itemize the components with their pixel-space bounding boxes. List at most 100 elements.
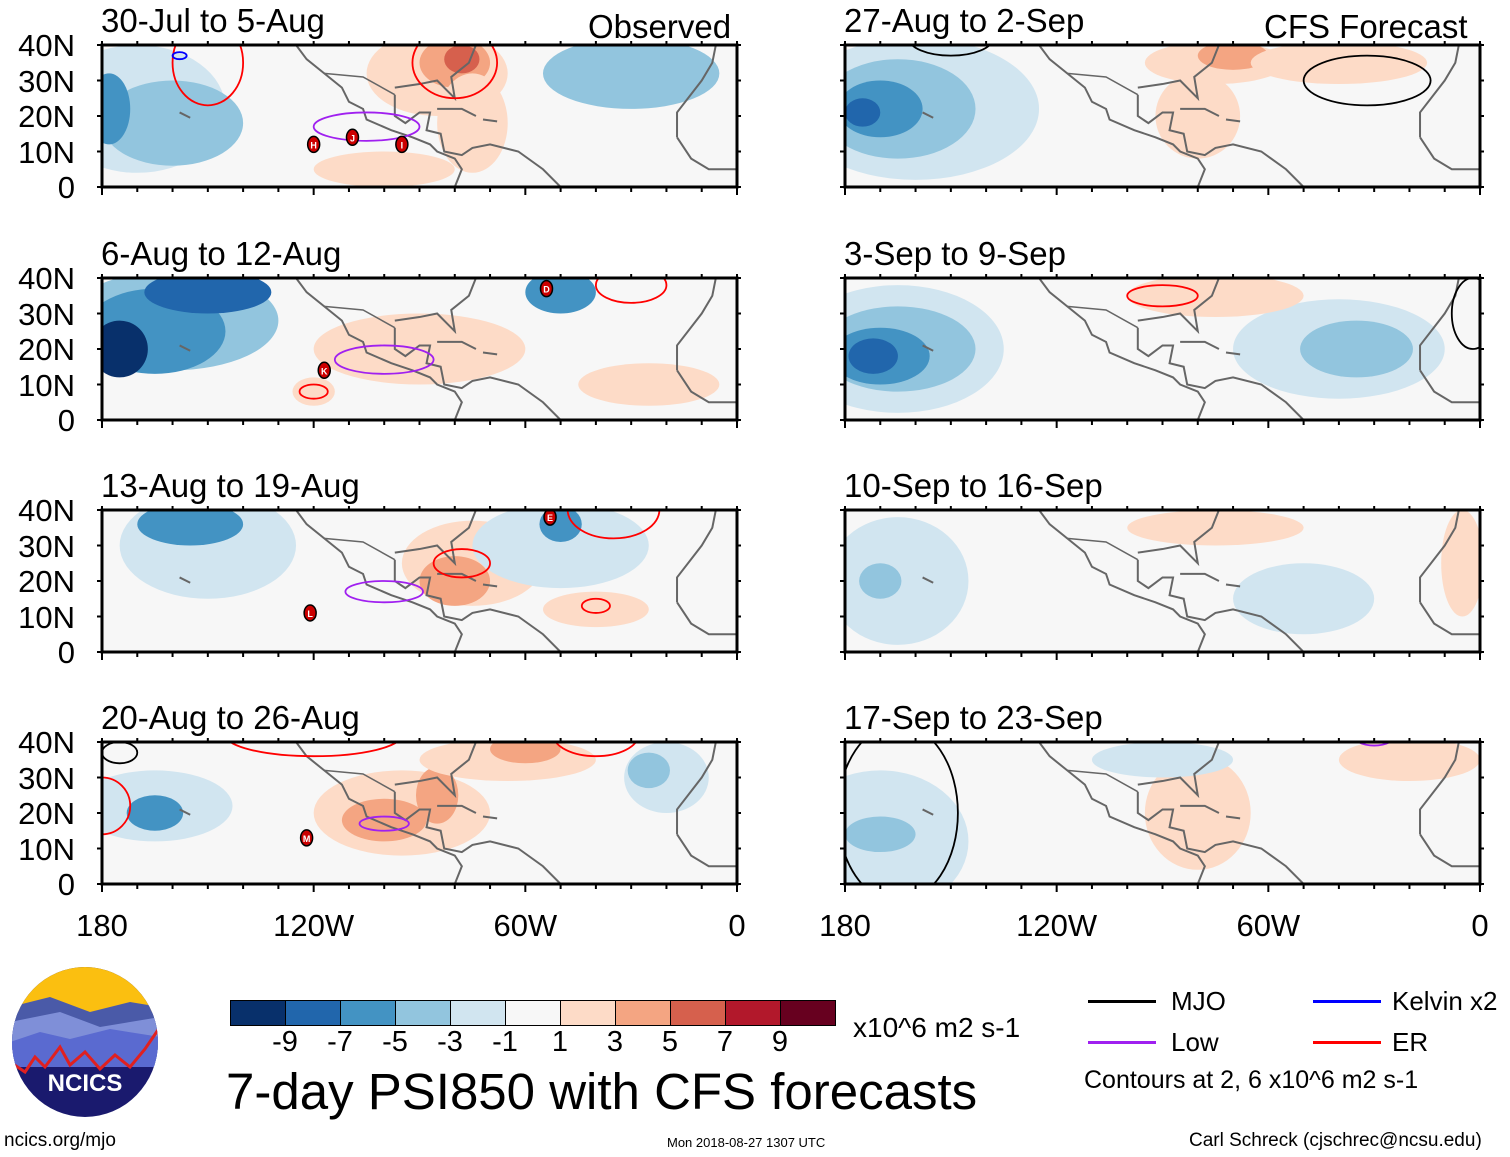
colorbar-swatch bbox=[780, 1000, 836, 1026]
psi-anomaly-shading bbox=[845, 517, 969, 645]
coastline bbox=[295, 278, 463, 420]
psi-anomaly-shading bbox=[126, 795, 184, 831]
psi-anomaly-shading bbox=[444, 45, 480, 74]
coastline bbox=[1419, 136, 1480, 171]
coastline bbox=[1180, 340, 1220, 350]
tropical-storm-icon: D bbox=[539, 279, 554, 298]
wave-contour bbox=[554, 742, 637, 758]
observed-header: Observed bbox=[588, 8, 732, 45]
colorbar-label: -5 bbox=[382, 1026, 408, 1058]
colorbar-swatch bbox=[340, 1000, 396, 1026]
psi-anomaly-shading bbox=[1338, 742, 1480, 782]
psi-anomaly-shading bbox=[542, 591, 649, 628]
wave-contour bbox=[1126, 284, 1199, 308]
logo-text: NCICS bbox=[48, 1070, 123, 1097]
storm-letter: L bbox=[307, 609, 313, 619]
y-tick-label: 40N bbox=[18, 28, 75, 63]
coastline bbox=[922, 808, 934, 816]
coastline bbox=[1038, 45, 1206, 187]
coastline bbox=[676, 601, 737, 636]
y-tick-label: 20N bbox=[18, 99, 75, 134]
footer-author: Carl Schreck (cjschrec@ncsu.edu) bbox=[1189, 1130, 1482, 1151]
psi-anomaly-shading bbox=[490, 742, 561, 764]
tropical-storm-icon: M bbox=[299, 829, 314, 847]
wave-contour bbox=[910, 45, 991, 57]
legend-mjo-label: MJO bbox=[1171, 986, 1226, 1016]
storm-letter: I bbox=[401, 140, 404, 150]
coastline bbox=[437, 340, 477, 350]
coastline bbox=[1137, 742, 1220, 799]
x-tick-label: 60W bbox=[493, 908, 558, 943]
wave-contour bbox=[344, 580, 424, 604]
coastline bbox=[482, 118, 498, 123]
psi-anomaly-shading bbox=[848, 338, 898, 374]
wave-contour bbox=[312, 111, 421, 142]
colorbar-label: 5 bbox=[661, 1026, 679, 1058]
contours-note: Contours at 2, 6 x10^6 m2 s-1 bbox=[1084, 1066, 1419, 1094]
psi-anomaly-shading bbox=[419, 556, 491, 606]
coastline bbox=[676, 278, 717, 371]
tropical-storm-icon: J bbox=[345, 128, 360, 147]
psi-anomaly-shading bbox=[292, 377, 335, 406]
psi-anomaly-shading bbox=[627, 752, 670, 789]
wave-contour bbox=[845, 742, 959, 884]
border bbox=[324, 72, 396, 96]
y-tick-label: 30N bbox=[18, 63, 75, 99]
coastline bbox=[437, 804, 477, 814]
panel-title: 6-Aug to 12-Aug bbox=[101, 235, 342, 272]
legend-low-line bbox=[1088, 1041, 1156, 1044]
x-tick-label: 120W bbox=[273, 908, 355, 943]
coastline bbox=[1419, 45, 1460, 138]
panel-title: 10-Sep to 16-Sep bbox=[844, 467, 1103, 504]
coastline bbox=[676, 510, 717, 603]
coastline bbox=[1136, 94, 1305, 187]
psi-anomaly-shading bbox=[1091, 742, 1234, 778]
footer-timestamp: Mon 2018-08-27 1307 UTC bbox=[667, 1135, 826, 1150]
footer-url[interactable]: ncics.org/mjo bbox=[4, 1130, 116, 1151]
x-tick-label: 180 bbox=[76, 908, 128, 943]
coastline bbox=[922, 111, 934, 119]
psi-anomaly-shading bbox=[472, 510, 649, 589]
map-panel bbox=[840, 506, 1484, 660]
y-tick-label: 30N bbox=[18, 528, 75, 564]
coastline bbox=[393, 791, 562, 884]
panel-title: 30-Jul to 5-Aug bbox=[101, 2, 325, 39]
storm-letter: M bbox=[303, 834, 311, 844]
map-panel: HJI bbox=[97, 41, 741, 195]
psi-anomaly-shading bbox=[859, 563, 902, 599]
y-tick-label: 10N bbox=[18, 367, 75, 403]
wave-contour bbox=[171, 45, 245, 107]
storm-letter: J bbox=[350, 133, 355, 143]
tropical-storm-icon: I bbox=[395, 135, 409, 154]
map-panel bbox=[840, 738, 1484, 892]
coastline bbox=[676, 369, 737, 404]
wave-contour bbox=[411, 45, 498, 100]
border bbox=[1067, 537, 1139, 561]
colorbar-swatch bbox=[670, 1000, 726, 1026]
colorbar-label: -9 bbox=[272, 1026, 298, 1058]
coastline bbox=[1225, 118, 1241, 123]
coastline bbox=[179, 111, 191, 119]
colorbar-label: 7 bbox=[716, 1026, 734, 1058]
coastline bbox=[394, 510, 477, 567]
storm-letter: D bbox=[543, 285, 550, 295]
coastline bbox=[1180, 804, 1220, 814]
x-tick-label: 120W bbox=[1016, 908, 1098, 943]
coastline bbox=[1038, 742, 1206, 884]
figure-title: 7-day PSI850 with CFS forecasts bbox=[226, 1063, 978, 1120]
map-panel: EL bbox=[97, 506, 741, 660]
coastline bbox=[179, 576, 191, 584]
legend-kelvin-label: Kelvin x2 bbox=[1392, 986, 1498, 1016]
legend-kelvin-line bbox=[1313, 1000, 1381, 1003]
wave-contour bbox=[1450, 278, 1480, 350]
wave-contour bbox=[1302, 54, 1432, 107]
wave-contour bbox=[358, 815, 410, 832]
coastline bbox=[1137, 45, 1220, 102]
wave-contour bbox=[102, 776, 132, 836]
coastline bbox=[1419, 369, 1480, 404]
colorbar-label: 3 bbox=[606, 1026, 624, 1058]
wave-contour bbox=[580, 597, 611, 614]
psi-anomaly-shading bbox=[1127, 510, 1304, 546]
coastline bbox=[1225, 583, 1241, 588]
coastline bbox=[1180, 107, 1220, 117]
